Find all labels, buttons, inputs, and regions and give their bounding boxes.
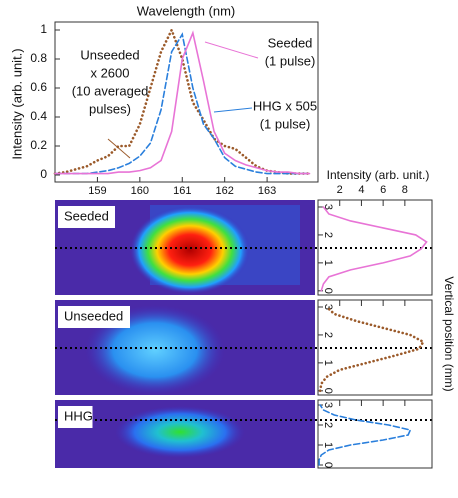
position-tick-label: 2 [322, 422, 334, 428]
position-tick-label: 2 [322, 332, 334, 338]
x-tick-label: 162 [215, 185, 233, 197]
beam-spot [115, 406, 245, 458]
profile-frames [317, 199, 433, 469]
spectrum-line [54, 30, 311, 175]
annotation: (1 pulse) [265, 53, 316, 68]
profile-frame [317, 399, 433, 469]
intensity-tick-label: 8 [402, 184, 408, 196]
panel-label: Seeded [64, 208, 109, 223]
position-tick-label: 3 [322, 402, 334, 408]
profile-line [318, 305, 426, 393]
profile-line [320, 206, 428, 292]
position-tick-label: 1 [322, 442, 334, 448]
position-tick-label: 2 [322, 232, 334, 238]
panel-label-box [58, 206, 115, 228]
x-tick-label: 160 [131, 185, 149, 197]
position-tick-label: 0 [322, 462, 334, 468]
y-tick-label: 0.6 [30, 80, 47, 94]
panel-label: Unseeded [64, 308, 123, 323]
panel-label-box [58, 306, 130, 328]
annotation: (10 averaged [72, 83, 149, 98]
spectrum-line [54, 32, 311, 175]
side-axis-title: Vertical position (mm) [442, 276, 456, 391]
annotation: pulses) [89, 101, 131, 116]
y-tick-label: 0.2 [30, 138, 47, 152]
profile-frame [317, 199, 433, 296]
profile-line [318, 404, 412, 466]
intensity-tick-label: 6 [380, 184, 386, 196]
intensity-tick-label: 4 [358, 184, 364, 196]
panel-label: HHG [64, 408, 93, 423]
position-tick-label: 0 [322, 388, 334, 394]
panel-label-box [58, 406, 93, 428]
intensity-tick-label: 2 [337, 184, 343, 196]
position-tick-label: 0 [322, 288, 334, 294]
x-tick-label: 159 [88, 185, 106, 197]
x-tick-label: 163 [258, 185, 276, 197]
x-axis-title: Wavelength (nm) [137, 3, 236, 18]
y-tick-label: 1 [40, 22, 47, 36]
position-tick-label: 3 [322, 204, 334, 210]
annotation: (1 pulse) [260, 116, 311, 131]
annotation: x 2600 [90, 65, 129, 80]
annotation: Seeded [268, 35, 313, 50]
annotation: Unseeded [80, 47, 139, 62]
arrow [107, 138, 131, 159]
arrow [213, 107, 253, 113]
beam-spot [130, 206, 250, 294]
x-tick-label: 161 [173, 185, 191, 197]
profile-axis-title: Intensity (arb. unit.) [327, 168, 430, 182]
y-axis-title: Intensity (arb. unit.) [9, 48, 24, 159]
arrow [204, 41, 259, 59]
y-tick-label: 0 [40, 167, 47, 181]
annotation: HHG x 505 [253, 98, 317, 113]
y-tick-label: 0.8 [30, 51, 47, 65]
y-tick-label: 0.4 [30, 109, 47, 123]
profile-frame [317, 299, 433, 396]
position-tick-label: 3 [322, 304, 334, 310]
spectrum-frame [54, 21, 319, 183]
position-tick-label: 1 [322, 260, 334, 266]
position-tick-label: 1 [322, 360, 334, 366]
